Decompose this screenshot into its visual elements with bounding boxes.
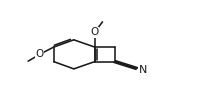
- Text: O: O: [91, 27, 99, 37]
- Text: N: N: [139, 65, 147, 75]
- Text: O: O: [36, 49, 44, 59]
